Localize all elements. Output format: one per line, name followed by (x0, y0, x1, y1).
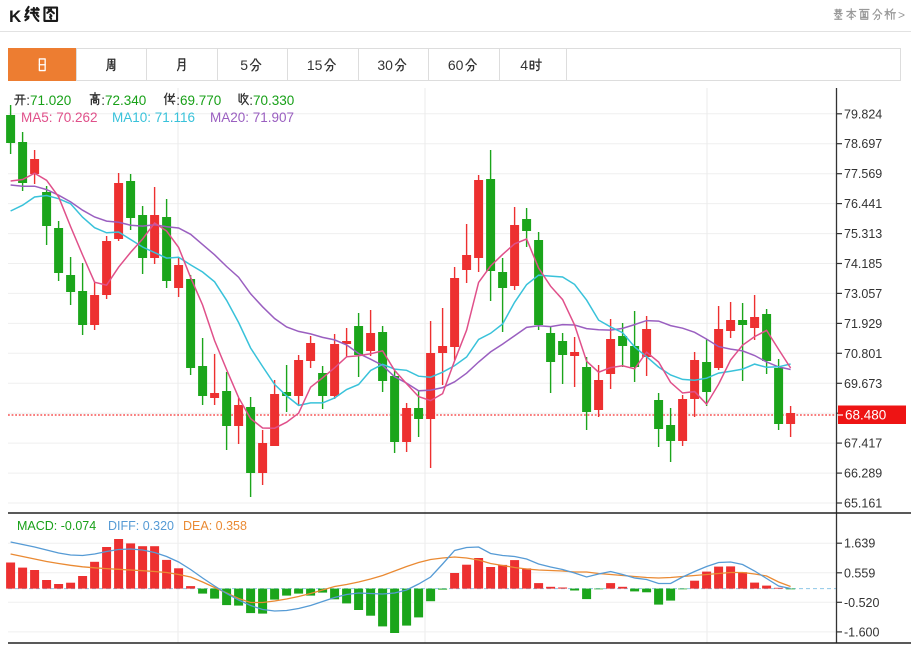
svg-text:4: 4 (520, 57, 528, 73)
svg-text:60: 60 (448, 57, 464, 73)
svg-text:66.289: 66.289 (844, 467, 882, 481)
svg-text:K: K (9, 7, 22, 26)
svg-text:-1.600: -1.600 (844, 625, 879, 639)
svg-text:MA10: 71.116: MA10: 71.116 (112, 110, 195, 125)
svg-text:15: 15 (307, 57, 323, 73)
svg-text:0.559: 0.559 (844, 566, 875, 580)
svg-text:72.340: 72.340 (105, 93, 146, 108)
svg-text:5: 5 (240, 57, 248, 73)
svg-text:69.673: 69.673 (844, 377, 882, 391)
svg-text:30: 30 (377, 57, 393, 73)
svg-text:74.185: 74.185 (844, 257, 882, 271)
svg-text:65.161: 65.161 (844, 497, 882, 511)
svg-text:MA5: 70.262: MA5: 70.262 (21, 110, 98, 125)
svg-text:69.770: 69.770 (180, 93, 221, 108)
svg-text::: : (249, 93, 253, 108)
svg-text:77.569: 77.569 (844, 167, 882, 181)
svg-text:70.801: 70.801 (844, 347, 882, 361)
svg-text:67.417: 67.417 (844, 437, 882, 451)
svg-text::: : (176, 93, 180, 108)
svg-text:71.929: 71.929 (844, 317, 882, 331)
svg-text:73.057: 73.057 (844, 287, 882, 301)
svg-text:-0.520: -0.520 (844, 596, 879, 610)
svg-text::: : (26, 93, 30, 108)
svg-text:75.313: 75.313 (844, 227, 882, 241)
svg-text:78.697: 78.697 (844, 137, 882, 151)
svg-text:DIFF: 0.320: DIFF: 0.320 (108, 519, 174, 533)
svg-text:MACD: -0.074: MACD: -0.074 (17, 519, 96, 533)
svg-text:68.480: 68.480 (845, 408, 886, 423)
svg-text:1.639: 1.639 (844, 537, 875, 551)
svg-text:MA20: 71.907: MA20: 71.907 (210, 110, 294, 125)
svg-text:79.824: 79.824 (844, 107, 882, 121)
svg-text:DEA: 0.358: DEA: 0.358 (183, 519, 247, 533)
svg-text:71.020: 71.020 (30, 93, 71, 108)
svg-text:70.330: 70.330 (253, 93, 294, 108)
svg-text::: : (101, 93, 105, 108)
svg-text:76.441: 76.441 (844, 197, 882, 211)
svg-text:>: > (898, 8, 905, 22)
